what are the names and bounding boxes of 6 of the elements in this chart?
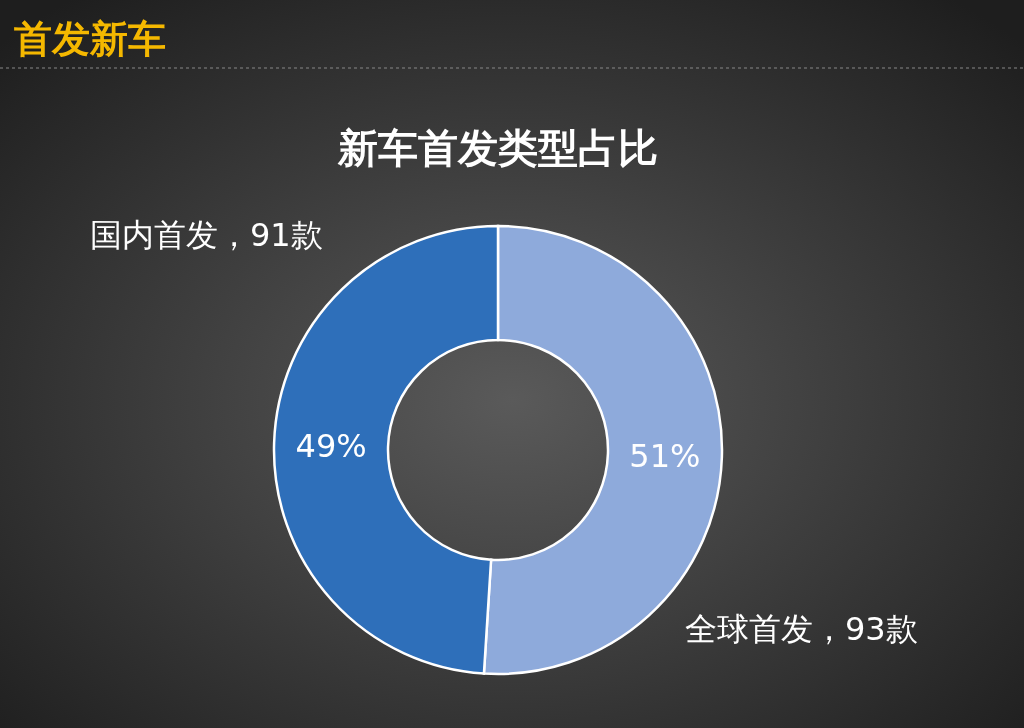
data-label: 51%: [629, 437, 701, 476]
slice-label: 国内首发，91款: [90, 216, 323, 254]
slice-label: 全球首发，93款: [685, 610, 918, 648]
data-label: 49%: [295, 426, 367, 465]
chart-subtitle: 新车首发类型占比: [337, 125, 658, 171]
chart-title: 首发新车: [14, 17, 166, 61]
